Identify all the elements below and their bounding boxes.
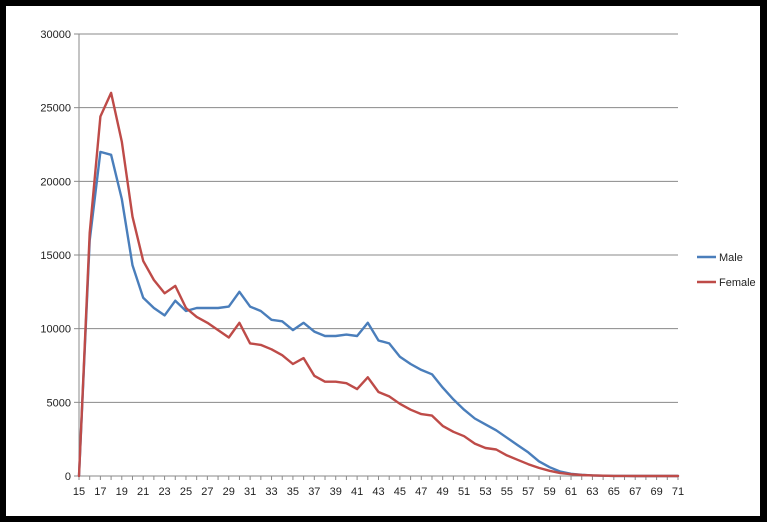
gridlines [79, 33, 678, 403]
x-tick-label: 17 [94, 486, 106, 498]
legend: Male Female [697, 252, 756, 289]
x-tick-label: 33 [265, 486, 277, 498]
chart-frame: 0 5000 10000 15000 20000 25000 30000 15 17 19 21 2… [6, 6, 760, 516]
x-tick-label: 55 [501, 486, 513, 498]
y-tick-labels: 0 5000 10000 15000 20000 25000 30000 [40, 29, 71, 483]
x-tick-label: 47 [415, 486, 427, 498]
x-tick-label: 51 [458, 486, 470, 498]
x-tick-label: 53 [479, 486, 491, 498]
x-tick-label: 65 [608, 486, 620, 498]
x-tick-label: 25 [180, 486, 192, 498]
x-tick-label: 37 [308, 486, 320, 498]
x-tick-label: 39 [330, 486, 342, 498]
x-tick-label: 35 [287, 486, 299, 498]
axes [74, 33, 679, 480]
series-lines [77, 91, 680, 478]
x-tick-label: 41 [351, 486, 363, 498]
x-tick-label: 71 [672, 486, 684, 498]
x-tick-label: 23 [158, 486, 170, 498]
x-tick-label: 43 [372, 486, 384, 498]
series-line-male [77, 150, 680, 478]
x-tick-label: 57 [522, 486, 534, 498]
x-tick-label: 21 [137, 486, 149, 498]
x-tick-label: 67 [629, 486, 641, 498]
y-tick-label: 5000 [47, 397, 71, 409]
series-line-female [77, 91, 680, 478]
x-tick-label: 49 [437, 486, 449, 498]
x-tick-label: 31 [244, 486, 256, 498]
legend-label-female: Female [719, 277, 756, 289]
y-tick-label: 25000 [40, 103, 71, 115]
x-tick-label: 69 [650, 486, 662, 498]
x-tick-label: 29 [223, 486, 235, 498]
x-tick-label: 27 [201, 486, 213, 498]
line-chart: 0 5000 10000 15000 20000 25000 30000 15 17 19 21 2… [40, 29, 756, 498]
y-tick-label: 30000 [40, 29, 71, 41]
x-tick-label: 63 [586, 486, 598, 498]
y-tick-label: 15000 [40, 250, 71, 262]
x-tick-label: 59 [544, 486, 556, 498]
x-tick-label: 19 [116, 486, 128, 498]
x-tick-label: 15 [73, 486, 85, 498]
y-tick-label: 0 [65, 471, 71, 483]
y-tick-label: 20000 [40, 176, 71, 188]
legend-label-male: Male [719, 252, 743, 264]
x-tick-label: 61 [565, 486, 577, 498]
y-tick-label: 10000 [40, 324, 71, 336]
x-tick-labels: 15 17 19 21 23 25 27 29 31 33 35 37 39 41 43 45 47 49 51 53… [73, 486, 684, 498]
x-tick-label: 45 [394, 486, 406, 498]
